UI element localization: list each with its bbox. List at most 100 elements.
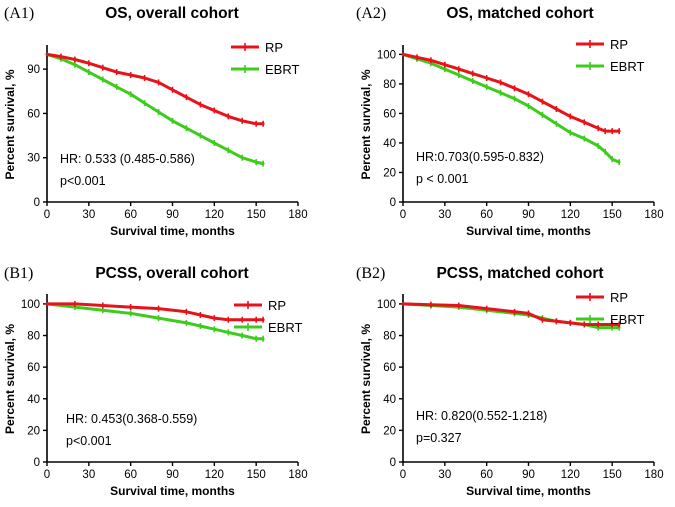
x-tick-label: 60 — [480, 469, 493, 481]
x-tick-label: 90 — [522, 469, 535, 481]
p-value-text: p<0.001 — [66, 434, 112, 448]
hazard-ratio-text: HR:0.703(0.595-0.832) — [416, 150, 544, 164]
y-tick-label: 90 — [27, 64, 40, 76]
x-axis-label: Survival time, months — [466, 224, 591, 238]
chart-panel-a1: (A1) OS, overall cohort 0 30 60 90 120 150 180 0 3… — [3, 5, 308, 238]
x-tick-label: 30 — [82, 209, 95, 221]
y-axis-label: Percent survival, % — [359, 69, 373, 179]
y-tick-label: 80 — [27, 331, 40, 343]
legend-item-ebrt: EBRT — [576, 312, 644, 327]
legend-label: EBRT — [268, 320, 302, 335]
x-tick-label: 30 — [82, 469, 95, 481]
series-line-rp — [401, 52, 621, 133]
legend-label: EBRT — [610, 59, 644, 74]
y-tick-label: 40 — [383, 394, 396, 406]
y-tick-label: 0 — [390, 197, 396, 209]
x-tick-label: 60 — [480, 209, 493, 221]
series-line-rp — [45, 52, 265, 126]
legend-label: RP — [265, 40, 283, 55]
x-tick-label: 180 — [288, 469, 307, 481]
y-tick-label: 100 — [377, 49, 396, 61]
panel-label: (A2) — [356, 5, 386, 22]
x-tick-label: 120 — [561, 469, 580, 481]
panel-label: (B2) — [356, 265, 385, 282]
y-tick-label: 60 — [27, 362, 40, 374]
x-tick-label: 0 — [44, 209, 50, 221]
legend-item-ebrt: EBRT — [234, 320, 302, 335]
x-axis-label: Survival time, months — [466, 484, 591, 498]
series-line-ebrt — [401, 52, 621, 164]
x-axis-label: Survival time, months — [110, 484, 235, 498]
chart-panel-a2: (A2) OS, matched cohort 0 30 60 90 120 150 180 0 2… — [356, 5, 664, 238]
panel-label: (A1) — [4, 5, 34, 22]
y-tick-label: 0 — [390, 457, 396, 469]
chart-panel-b1: (B1) PCSS, overall cohort 0 30 60 90 120 150 180… — [3, 265, 308, 498]
legend-label: EBRT — [610, 312, 644, 327]
series-line-rp — [45, 302, 265, 322]
x-tick-label: 30 — [438, 469, 451, 481]
y-tick-label: 20 — [383, 167, 396, 179]
y-tick-label: 100 — [377, 299, 396, 311]
y-axis-label: Percent survival, % — [3, 324, 17, 434]
x-tick-label: 180 — [644, 209, 663, 221]
x-tick-label: 150 — [603, 469, 622, 481]
y-tick-label: 80 — [383, 79, 396, 91]
x-tick-label: 0 — [400, 209, 406, 221]
chart-title: OS, overall cohort — [105, 5, 239, 22]
y-axis-label: Percent survival, % — [359, 324, 373, 434]
x-tick-label: 120 — [205, 469, 224, 481]
y-tick-label: 0 — [34, 457, 40, 469]
x-tick-label: 0 — [400, 469, 406, 481]
y-tick-label: 40 — [383, 138, 396, 150]
chart-title: OS, matched cohort — [446, 5, 593, 22]
hazard-ratio-text: HR: 0.533 (0.485-0.586) — [60, 152, 195, 166]
y-tick-label: 40 — [27, 394, 40, 406]
x-tick-label: 30 — [438, 209, 451, 221]
legend-label: EBRT — [265, 62, 299, 77]
chart-title: PCSS, matched cohort — [436, 265, 603, 282]
legend-label: RP — [610, 37, 628, 52]
x-tick-label: 60 — [124, 469, 137, 481]
x-axis-label: Survival time, months — [110, 224, 235, 238]
legend-item-rp: RP — [231, 40, 283, 55]
p-value-text: p=0.327 — [416, 431, 462, 445]
legend-item-rp: RP — [576, 37, 628, 52]
x-tick-label: 60 — [124, 209, 137, 221]
x-tick-label: 90 — [166, 469, 179, 481]
y-tick-label: 20 — [27, 425, 40, 437]
x-tick-label: 180 — [288, 209, 307, 221]
series-line-ebrt — [45, 302, 265, 341]
x-tick-label: 150 — [247, 209, 266, 221]
hazard-ratio-text: HR: 0.820(0.552-1.218) — [416, 409, 547, 423]
x-tick-label: 90 — [166, 209, 179, 221]
y-tick-label: 60 — [383, 108, 396, 120]
x-tick-label: 0 — [44, 469, 50, 481]
chart-title: PCSS, overall cohort — [95, 265, 248, 282]
legend-item-rp: RP — [576, 290, 628, 305]
y-tick-label: 20 — [383, 425, 396, 437]
y-tick-label: 0 — [34, 197, 40, 209]
series-line-ebrt — [45, 52, 265, 166]
hazard-ratio-text: HR: 0.453(0.368-0.559) — [66, 412, 197, 426]
x-tick-label: 150 — [603, 209, 622, 221]
y-tick-label: 60 — [383, 362, 396, 374]
y-axis-label: Percent survival, % — [3, 69, 17, 179]
y-tick-label: 100 — [21, 299, 40, 311]
chart-panel-b2: (B2) PCSS, matched cohort 0 30 60 90 120 150 180… — [356, 265, 664, 498]
y-tick-label: 30 — [27, 153, 40, 165]
legend-label: RP — [610, 290, 628, 305]
x-tick-label: 90 — [522, 209, 535, 221]
x-tick-label: 150 — [247, 469, 266, 481]
y-tick-label: 80 — [383, 331, 396, 343]
p-value-text: p < 0.001 — [416, 172, 469, 186]
legend-item-ebrt: EBRT — [576, 59, 644, 74]
legend-item-rp: RP — [234, 298, 286, 313]
x-tick-label: 180 — [644, 469, 663, 481]
legend-item-ebrt: EBRT — [231, 62, 299, 77]
x-tick-label: 120 — [205, 209, 224, 221]
y-tick-label: 60 — [27, 108, 40, 120]
panel-label: (B1) — [4, 265, 33, 282]
legend-label: RP — [268, 298, 286, 313]
p-value-text: p<0.001 — [60, 174, 106, 188]
